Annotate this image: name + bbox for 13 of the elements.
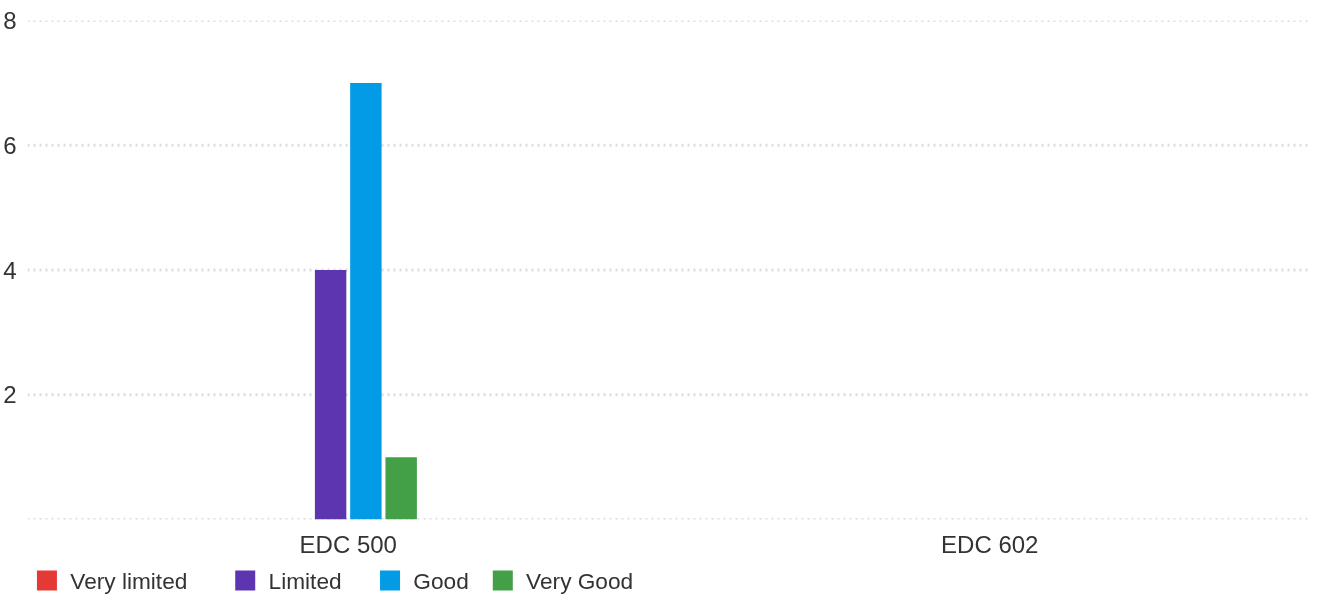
y-tick-label: 4 <box>3 256 17 284</box>
bar <box>385 457 417 520</box>
legend-label: Limited <box>268 567 342 594</box>
legend-label: Good <box>413 567 469 594</box>
bar <box>350 82 382 520</box>
legend-label: Very Good <box>526 567 634 594</box>
legend-label: Very limited <box>70 567 188 594</box>
y-tick-label: 2 <box>3 381 17 409</box>
x-tick-label: EDC 500 <box>299 530 397 558</box>
x-tick-label: EDC 602 <box>941 530 1039 558</box>
bar <box>314 270 347 520</box>
y-tick-label: 6 <box>3 131 17 159</box>
y-tick-label: 8 <box>3 7 17 34</box>
